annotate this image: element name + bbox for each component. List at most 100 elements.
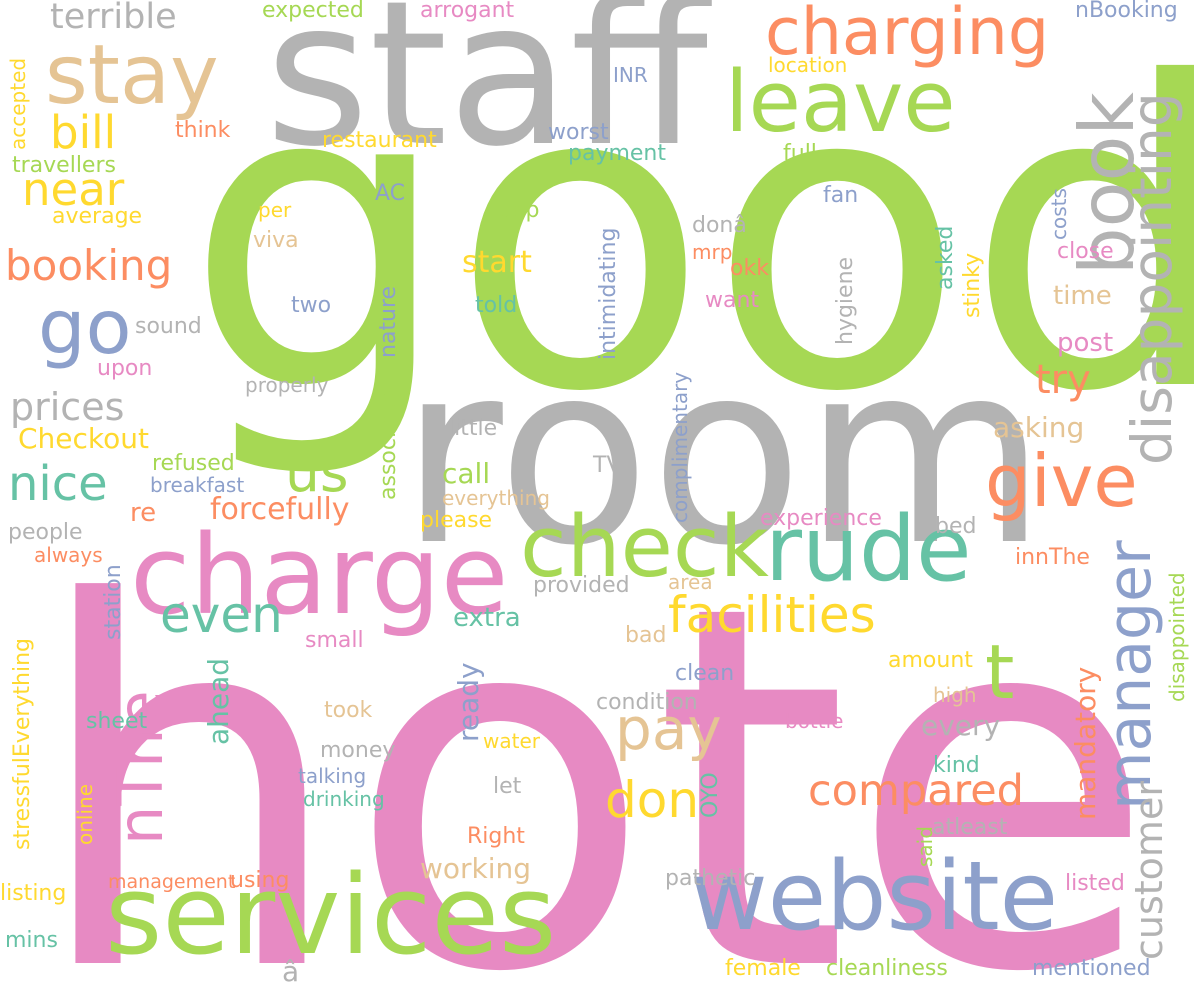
word-website: website (690, 842, 1059, 952)
word-inr: INR (613, 63, 648, 87)
word-asking: asking (993, 411, 1085, 444)
word-average: average (52, 204, 143, 229)
word-hygiene: hygiene (833, 256, 858, 345)
word-everything: everything (442, 486, 550, 510)
word-told: told (475, 293, 518, 318)
word-bed: bed (935, 514, 977, 539)
word-took: took (324, 698, 373, 723)
word-nice: nice (8, 456, 108, 512)
word-every: every (921, 709, 1001, 742)
word-even: even (160, 586, 283, 644)
word-associates: associates (376, 384, 401, 500)
word-start: start (462, 245, 532, 280)
word-okk: okk (730, 256, 769, 281)
word-compared: compared (808, 766, 1024, 816)
word-breakfast: breakfast (150, 473, 245, 497)
word-money: money (320, 738, 396, 763)
word-listed: listed (1065, 871, 1125, 896)
word-people: people (8, 520, 83, 545)
word-expected: expected (262, 0, 364, 23)
word-provided: provided (533, 573, 630, 598)
word-viva: viva (253, 228, 299, 253)
word-prices: prices (10, 385, 125, 429)
word-please: please (420, 508, 493, 533)
word-post: post (1057, 328, 1114, 358)
word-nbooking: nBooking (1075, 0, 1178, 23)
word-go: go (38, 283, 132, 371)
word-always: always (34, 543, 103, 567)
word-pay: pay (615, 695, 722, 763)
word-good: good (185, 0, 1200, 484)
word-female: female (725, 956, 801, 981)
word-bad: bad (625, 623, 667, 648)
word--: â (282, 955, 300, 987)
word-disappointing: disappointing (1120, 92, 1184, 465)
word-don-: donâ (692, 213, 747, 238)
word-properly: properly (245, 373, 329, 397)
word-worst: worst (548, 120, 609, 145)
word-listing: listing (0, 881, 67, 906)
word-water: water (483, 729, 540, 753)
word-working: working (420, 852, 532, 885)
word-manager: manager (1095, 540, 1165, 810)
word-kind: kind (933, 753, 980, 778)
word-re: re (130, 498, 157, 528)
word-try: try (1035, 357, 1091, 403)
word-atleast: atleast (932, 815, 1008, 840)
word-forcefully: forcefully (210, 492, 350, 527)
word-full: full (783, 141, 817, 166)
word-per: per (258, 198, 292, 222)
word-want: want (705, 288, 760, 313)
word-checkout: Checkout (18, 422, 149, 455)
word-app: app (498, 198, 540, 223)
word-think: think (175, 118, 231, 143)
word-sound: sound (135, 314, 202, 339)
word-experience: experience (760, 506, 882, 531)
word-little: little (448, 416, 498, 441)
word-bill: bill (50, 106, 117, 159)
word-sheet: sheet (86, 709, 148, 734)
word-charging: charging (765, 0, 1050, 70)
word-room: room (400, 309, 1047, 600)
word-restaurant: restaurant (322, 128, 437, 153)
word-location: location (768, 53, 848, 77)
word-near: near (22, 163, 125, 216)
word-mins: mins (5, 928, 58, 953)
word-accepted: accepted (6, 57, 30, 150)
word-area: area (668, 570, 713, 594)
word-right: Right (467, 824, 525, 849)
word-small: small (305, 628, 364, 653)
word-t: t (985, 628, 1015, 716)
word-ahead: ahead (202, 657, 235, 745)
word-travellers: travellers (12, 153, 116, 178)
word-oyo: OYO (698, 772, 723, 818)
word-hotel: hotel (30, 499, 1200, 987)
word-mandatory: mandatory (1069, 666, 1102, 820)
word-don: don (605, 771, 700, 829)
word-amount: amount (888, 648, 973, 673)
word-rude: rude (765, 497, 972, 602)
word-check: check (520, 498, 769, 597)
word-innthe: innThe (1015, 545, 1090, 570)
word-stinky: stinky (960, 252, 985, 318)
word-high: high (933, 683, 977, 707)
word-refused: refused (152, 451, 235, 476)
word-pathetic: pathetic (665, 866, 756, 891)
word-bottle: bottle (785, 709, 844, 733)
word-disappointed: disappointed (1165, 572, 1189, 702)
word-nature: nature (376, 285, 401, 358)
word-leave: leave (725, 53, 956, 152)
word-said: said (913, 826, 937, 867)
word-ac: AC (375, 181, 406, 206)
word-drinking: drinking (303, 787, 385, 811)
word-ready: ready (452, 662, 485, 742)
word-intimidating: intimidating (596, 227, 621, 360)
word-station: station (101, 564, 126, 640)
word-call: call (442, 457, 491, 490)
word-payment: payment (568, 141, 667, 166)
word-terrible: terrible (50, 0, 177, 37)
word-fan: fan (823, 183, 859, 208)
word-time: time (1053, 281, 1112, 311)
word-staff: staff (265, 0, 708, 191)
